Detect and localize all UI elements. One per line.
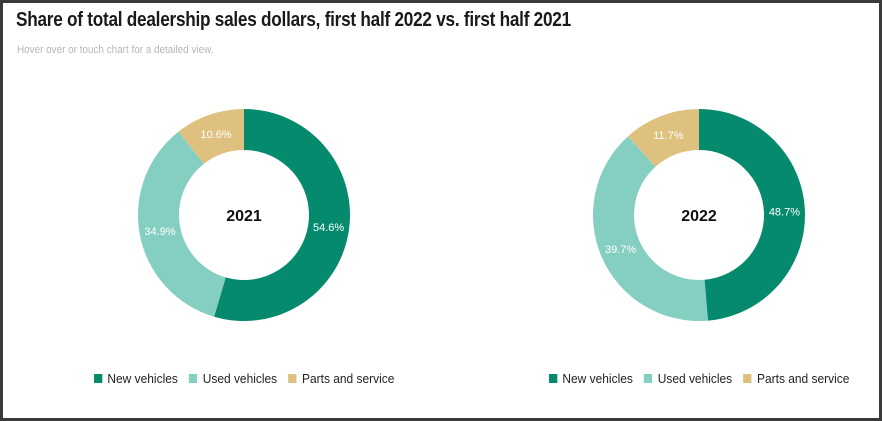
- legend-item-used-vehicles[interactable]: Used vehicles: [188, 371, 278, 386]
- slice-label-new-vehicles-2021: 54.6%: [313, 222, 344, 234]
- slice-label-new-vehicles-2022: 48.7%: [769, 206, 800, 218]
- slice-new-vehicles-2021[interactable]: [214, 109, 351, 321]
- legend-swatch-new-vehicles: [548, 374, 557, 383]
- center-label-2021: 2021: [226, 208, 262, 225]
- legend-2021: New vehicles Used vehicles Parts and servi…: [93, 371, 394, 386]
- legend-label-new-vehicles: New vehicles: [107, 371, 178, 386]
- legend-swatch-used-vehicles: [643, 374, 653, 383]
- legend-label-used-vehicles: Used vehicles: [202, 371, 278, 386]
- legend-item-used-vehicles[interactable]: Used vehicles: [643, 371, 733, 386]
- center-label-2022: 2022: [681, 208, 717, 225]
- legend-label-parts-and-service: Parts and service: [302, 371, 395, 386]
- donut-chart-2021[interactable]: 54.6% 34.9% 10.6% 2021 New vehicles Used veh…: [93, 63, 394, 403]
- legend-item-new-vehicles[interactable]: New vehicles: [93, 371, 178, 386]
- donut-svg-2022[interactable]: 48.7% 39.7% 11.7% 2022: [549, 63, 849, 363]
- legend-label-used-vehicles: Used vehicles: [657, 371, 733, 386]
- legend-swatch-used-vehicles: [188, 374, 198, 383]
- slice-label-used-vehicles-2022: 39.7%: [605, 244, 636, 256]
- slice-parts-and-service-2022[interactable]: [627, 109, 699, 167]
- donut-chart-2022[interactable]: 48.7% 39.7% 11.7% 2022 New vehicles Used veh…: [548, 63, 849, 403]
- legend-2022: New vehicles Used vehicles Parts and servi…: [548, 371, 849, 386]
- slice-used-vehicles-2021[interactable]: [138, 131, 226, 317]
- legend-item-new-vehicles[interactable]: New vehicles: [548, 371, 633, 386]
- legend-label-new-vehicles: New vehicles: [562, 371, 633, 386]
- slice-used-vehicles-2022[interactable]: [593, 136, 708, 321]
- legend-label-parts-and-service: Parts and service: [757, 371, 850, 386]
- slice-new-vehicles-2022[interactable]: [699, 109, 805, 321]
- legend-swatch-parts-and-service: [743, 374, 752, 383]
- legend-swatch-new-vehicles: [93, 374, 102, 383]
- donut-svg-2021[interactable]: 54.6% 34.9% 10.6% 2021: [94, 63, 394, 363]
- chart-title: Share of total dealership sales dollars,…: [16, 9, 571, 31]
- slice-parts-and-service-2021[interactable]: [178, 109, 244, 164]
- chart-subtitle: Hover over or touch chart for a detailed…: [17, 44, 214, 56]
- slice-label-parts-and-service-2021: 10.6%: [200, 129, 231, 141]
- legend-swatch-parts-and-service: [288, 374, 297, 383]
- legend-item-parts-and-service[interactable]: Parts and service: [743, 371, 849, 386]
- slice-label-parts-and-service-2022: 11.7%: [653, 130, 684, 142]
- slice-label-used-vehicles-2021: 34.9%: [144, 226, 175, 238]
- legend-item-parts-and-service[interactable]: Parts and service: [288, 371, 394, 386]
